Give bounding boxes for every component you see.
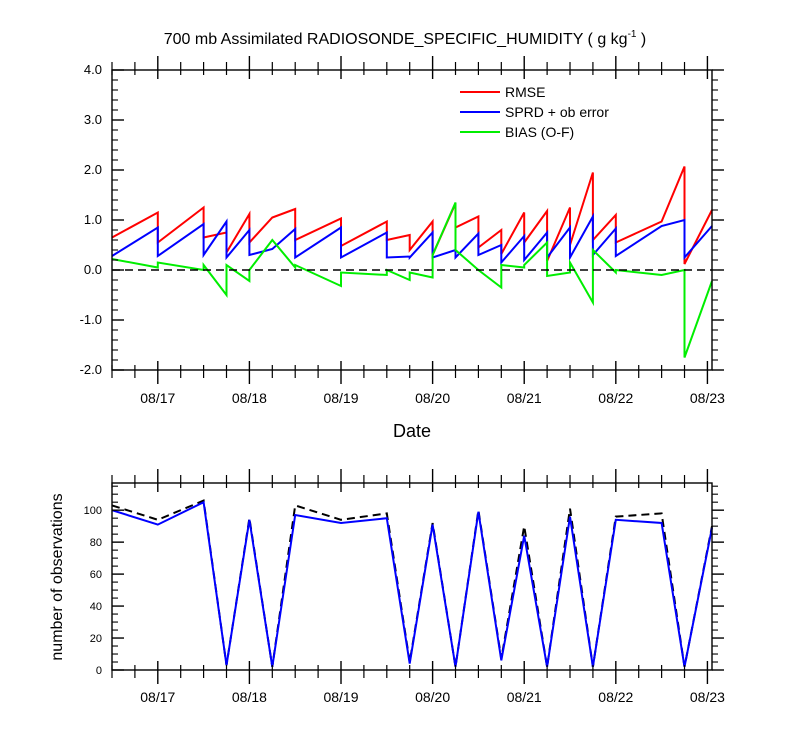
bottom-axis-labels: 08/17 08/18 08/19 08/20 08/21 08/22 08/23 0 20 40…	[84, 505, 726, 705]
x-axis-title: Date	[393, 421, 431, 441]
x-tick-label: 08/19	[323, 390, 358, 406]
chart-title-main: 700 mb Assimilated RADIOSONDE_SPECIFIC_H…	[164, 31, 628, 48]
chart-title: 700 mb Assimilated RADIOSONDE_SPECIFIC_H…	[164, 29, 647, 48]
y-tick-label: 80	[90, 537, 102, 549]
top-plot-frame	[111, 69, 713, 371]
bottom-series-group	[111, 499, 713, 667]
bottom-plot: 08/17 08/18 08/19 08/20 08/21 08/22 08/23 0 20 40…	[49, 469, 725, 705]
series-line-total-observations	[111, 499, 713, 667]
y-tick-label: 100	[84, 505, 102, 517]
y-tick-label: 40	[90, 601, 102, 613]
x-tick-label: 08/23	[690, 390, 725, 406]
x-tick-label: 08/20	[415, 689, 450, 705]
y-tick-label: 3.0	[84, 112, 102, 127]
y-axis-title-bottom: number of observations	[49, 493, 66, 660]
series-line-sprd-ob-error	[111, 212, 713, 266]
legend: RMSE SPRD + ob error BIAS (O-F)	[460, 84, 609, 140]
x-tick-label: 08/17	[140, 689, 175, 705]
chart-title-superscript: -1	[628, 29, 637, 40]
y-tick-label: 4.0	[84, 62, 102, 77]
y-tick-label: 60	[90, 569, 102, 581]
legend-label-rmse: RMSE	[505, 84, 545, 100]
bottom-plot-frame	[111, 482, 713, 671]
x-tick-label: 08/22	[598, 390, 633, 406]
y-tick-label: 20	[90, 633, 102, 645]
chart-title-tail: )	[636, 31, 646, 48]
series-line-rmse	[111, 166, 713, 265]
top-series-group	[111, 166, 713, 358]
legend-label-sprd: SPRD + ob error	[505, 104, 609, 120]
x-tick-label: 08/22	[598, 689, 633, 705]
legend-label-bias: BIAS (O-F)	[505, 124, 574, 140]
top-axis-labels: 08/17 08/18 08/19 08/20 08/21 08/22 08/23 -2.0 -…	[80, 62, 726, 406]
x-tick-label: 08/17	[140, 390, 175, 406]
x-tick-label: 08/18	[232, 390, 267, 406]
x-tick-label: 08/21	[507, 689, 542, 705]
y-tick-label: -2.0	[80, 362, 102, 377]
top-axis-ticks	[111, 56, 724, 384]
y-tick-label: 0.0	[84, 262, 102, 277]
y-tick-label: 1.0	[84, 212, 102, 227]
x-tick-label: 08/20	[415, 390, 450, 406]
y-tick-label: -1.0	[80, 312, 102, 327]
x-tick-label: 08/18	[232, 689, 267, 705]
top-plot: 08/17 08/18 08/19 08/20 08/21 08/22 08/23 -2.0 -…	[80, 56, 726, 441]
x-tick-label: 08/23	[690, 689, 725, 705]
y-tick-label: 2.0	[84, 162, 102, 177]
series-line-assimilated-observations	[111, 500, 713, 667]
y-tick-label: 0	[96, 665, 102, 677]
x-tick-label: 08/21	[507, 390, 542, 406]
x-tick-label: 08/19	[323, 689, 358, 705]
